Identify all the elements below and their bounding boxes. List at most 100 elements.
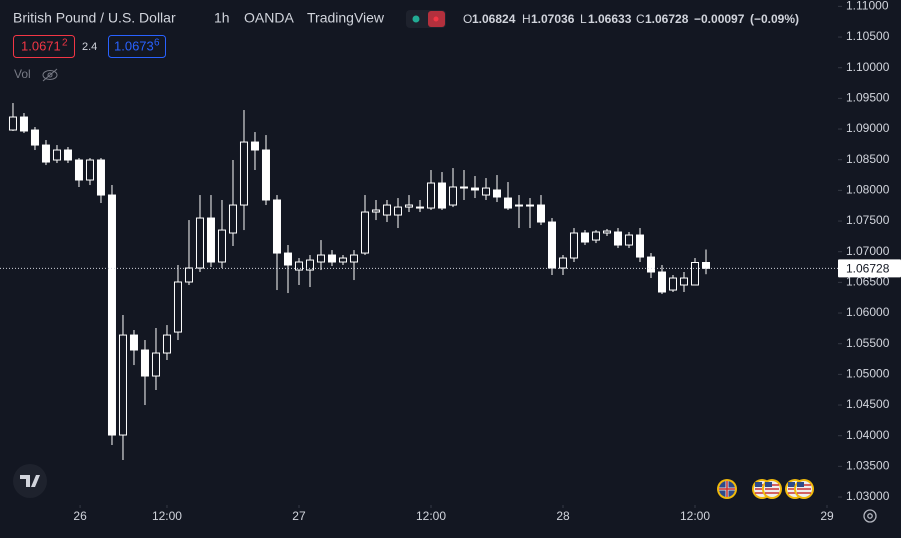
candle-body-down xyxy=(140,349,149,377)
candle-body-down xyxy=(547,221,556,269)
tv-logo-mark xyxy=(20,475,40,487)
sell-pip: 2 xyxy=(62,38,68,49)
y-tick-label: 1.06500 xyxy=(846,275,890,289)
candle-body-up xyxy=(558,257,567,269)
candle-body-down xyxy=(74,159,83,181)
change: −0.00097 xyxy=(694,12,745,26)
candle-body-down xyxy=(415,206,424,209)
readout-label: O xyxy=(463,12,472,26)
buy-button[interactable] xyxy=(108,35,166,58)
candle-body-down xyxy=(470,187,479,191)
candle-body-up xyxy=(294,261,303,271)
candle-body-up xyxy=(316,254,325,263)
candle-body-up xyxy=(228,204,237,234)
y-tick-label: 1.09500 xyxy=(846,91,890,105)
candle-body-down xyxy=(525,204,534,207)
y-tick-label: 1.03000 xyxy=(846,489,890,503)
candle-body-down xyxy=(206,217,215,263)
candle-body-down xyxy=(129,334,138,351)
candle-body-down xyxy=(613,231,622,246)
candle-body-up xyxy=(162,334,171,354)
candle-body-up xyxy=(668,277,677,291)
candle-body-down xyxy=(63,149,72,161)
readout-label: H xyxy=(522,12,531,26)
source: OANDA xyxy=(244,10,294,26)
readout-value: 1.06728 xyxy=(645,12,689,26)
y-tick-label: 1.11000 xyxy=(846,0,889,13)
alert-dot xyxy=(433,16,439,22)
y-tick-label: 1.03500 xyxy=(846,459,890,473)
candle-body-down xyxy=(283,252,292,266)
last-price-label: 1.06728 xyxy=(846,262,890,276)
y-tick-label: 1.04500 xyxy=(846,397,890,411)
candle-body-up xyxy=(448,186,457,206)
candle-body-up xyxy=(569,232,578,259)
sell-price: 1.0671 xyxy=(21,38,61,53)
candle-body-up xyxy=(305,259,314,271)
candle-body-up xyxy=(382,204,391,216)
candle-body-up xyxy=(52,149,61,161)
candle-body-down xyxy=(250,141,259,151)
plot-area xyxy=(0,103,838,461)
readout-label: L xyxy=(580,12,587,26)
candle-body-up xyxy=(481,187,490,196)
y-tick-label: 1.05000 xyxy=(846,367,890,381)
symbol-title: British Pound / U.S. Dollar xyxy=(13,10,176,26)
candle-body-up xyxy=(591,231,600,241)
candle-body-down xyxy=(437,182,446,209)
candle-body-down xyxy=(327,254,336,263)
candle-body-down xyxy=(492,189,501,198)
x-tick-label: 29 xyxy=(820,509,834,523)
candle-body-up xyxy=(624,234,633,246)
candle-body-down xyxy=(19,116,28,132)
volume-label: Vol xyxy=(14,67,31,81)
y-tick-label: 1.07500 xyxy=(846,213,890,227)
y-tick-label: 1.07000 xyxy=(846,244,890,258)
last-price-box xyxy=(838,259,901,278)
readout-label: C xyxy=(636,12,645,26)
candle-body-down xyxy=(536,204,545,223)
interval: 1h xyxy=(214,10,230,26)
x-tick-label: 26 xyxy=(73,509,87,523)
candle-body-up xyxy=(184,267,193,283)
x-tick-label: 12:00 xyxy=(152,509,182,523)
candle-body-up xyxy=(393,206,402,216)
candle-body-up xyxy=(602,230,611,234)
candle-body-down xyxy=(30,129,39,146)
y-tick-label: 1.08500 xyxy=(846,152,890,166)
readout-value: 1.06633 xyxy=(588,12,632,26)
candle-body-down xyxy=(701,261,710,269)
candle-body-down xyxy=(41,144,50,163)
event-icons[interactable] xyxy=(717,479,814,499)
hide-icon[interactable] xyxy=(42,68,58,82)
candle-body-up xyxy=(679,277,688,286)
candle-body-up xyxy=(349,254,358,263)
x-tick-label: 27 xyxy=(292,509,306,523)
spread: 2.4 xyxy=(82,41,97,53)
change-percent: (−0.09%) xyxy=(750,12,799,26)
settings-icon[interactable] xyxy=(863,509,877,523)
candle-body-down xyxy=(459,186,468,189)
y-tick-label: 1.10500 xyxy=(846,29,890,43)
buy-price: 1.0673 xyxy=(114,38,154,53)
y-tick-label: 1.05500 xyxy=(846,336,890,350)
candle-body-down xyxy=(657,271,666,293)
market-status-dot xyxy=(412,15,420,23)
candle-body-up xyxy=(404,204,413,208)
y-tick-label: 1.06000 xyxy=(846,305,890,319)
candle-body-up xyxy=(195,217,204,269)
sell-button[interactable] xyxy=(13,35,75,58)
candle-body-up xyxy=(217,229,226,263)
candle-body-up xyxy=(338,257,347,263)
readout-value: 1.07036 xyxy=(531,12,575,26)
y-tick-label: 1.08000 xyxy=(846,183,890,197)
candle-body-up xyxy=(426,182,435,209)
candle-body-down xyxy=(635,234,644,258)
candle-body-up xyxy=(8,116,17,131)
candle-body-down xyxy=(580,232,589,243)
candle-body-up xyxy=(239,141,248,206)
candle-body-up xyxy=(173,281,182,333)
